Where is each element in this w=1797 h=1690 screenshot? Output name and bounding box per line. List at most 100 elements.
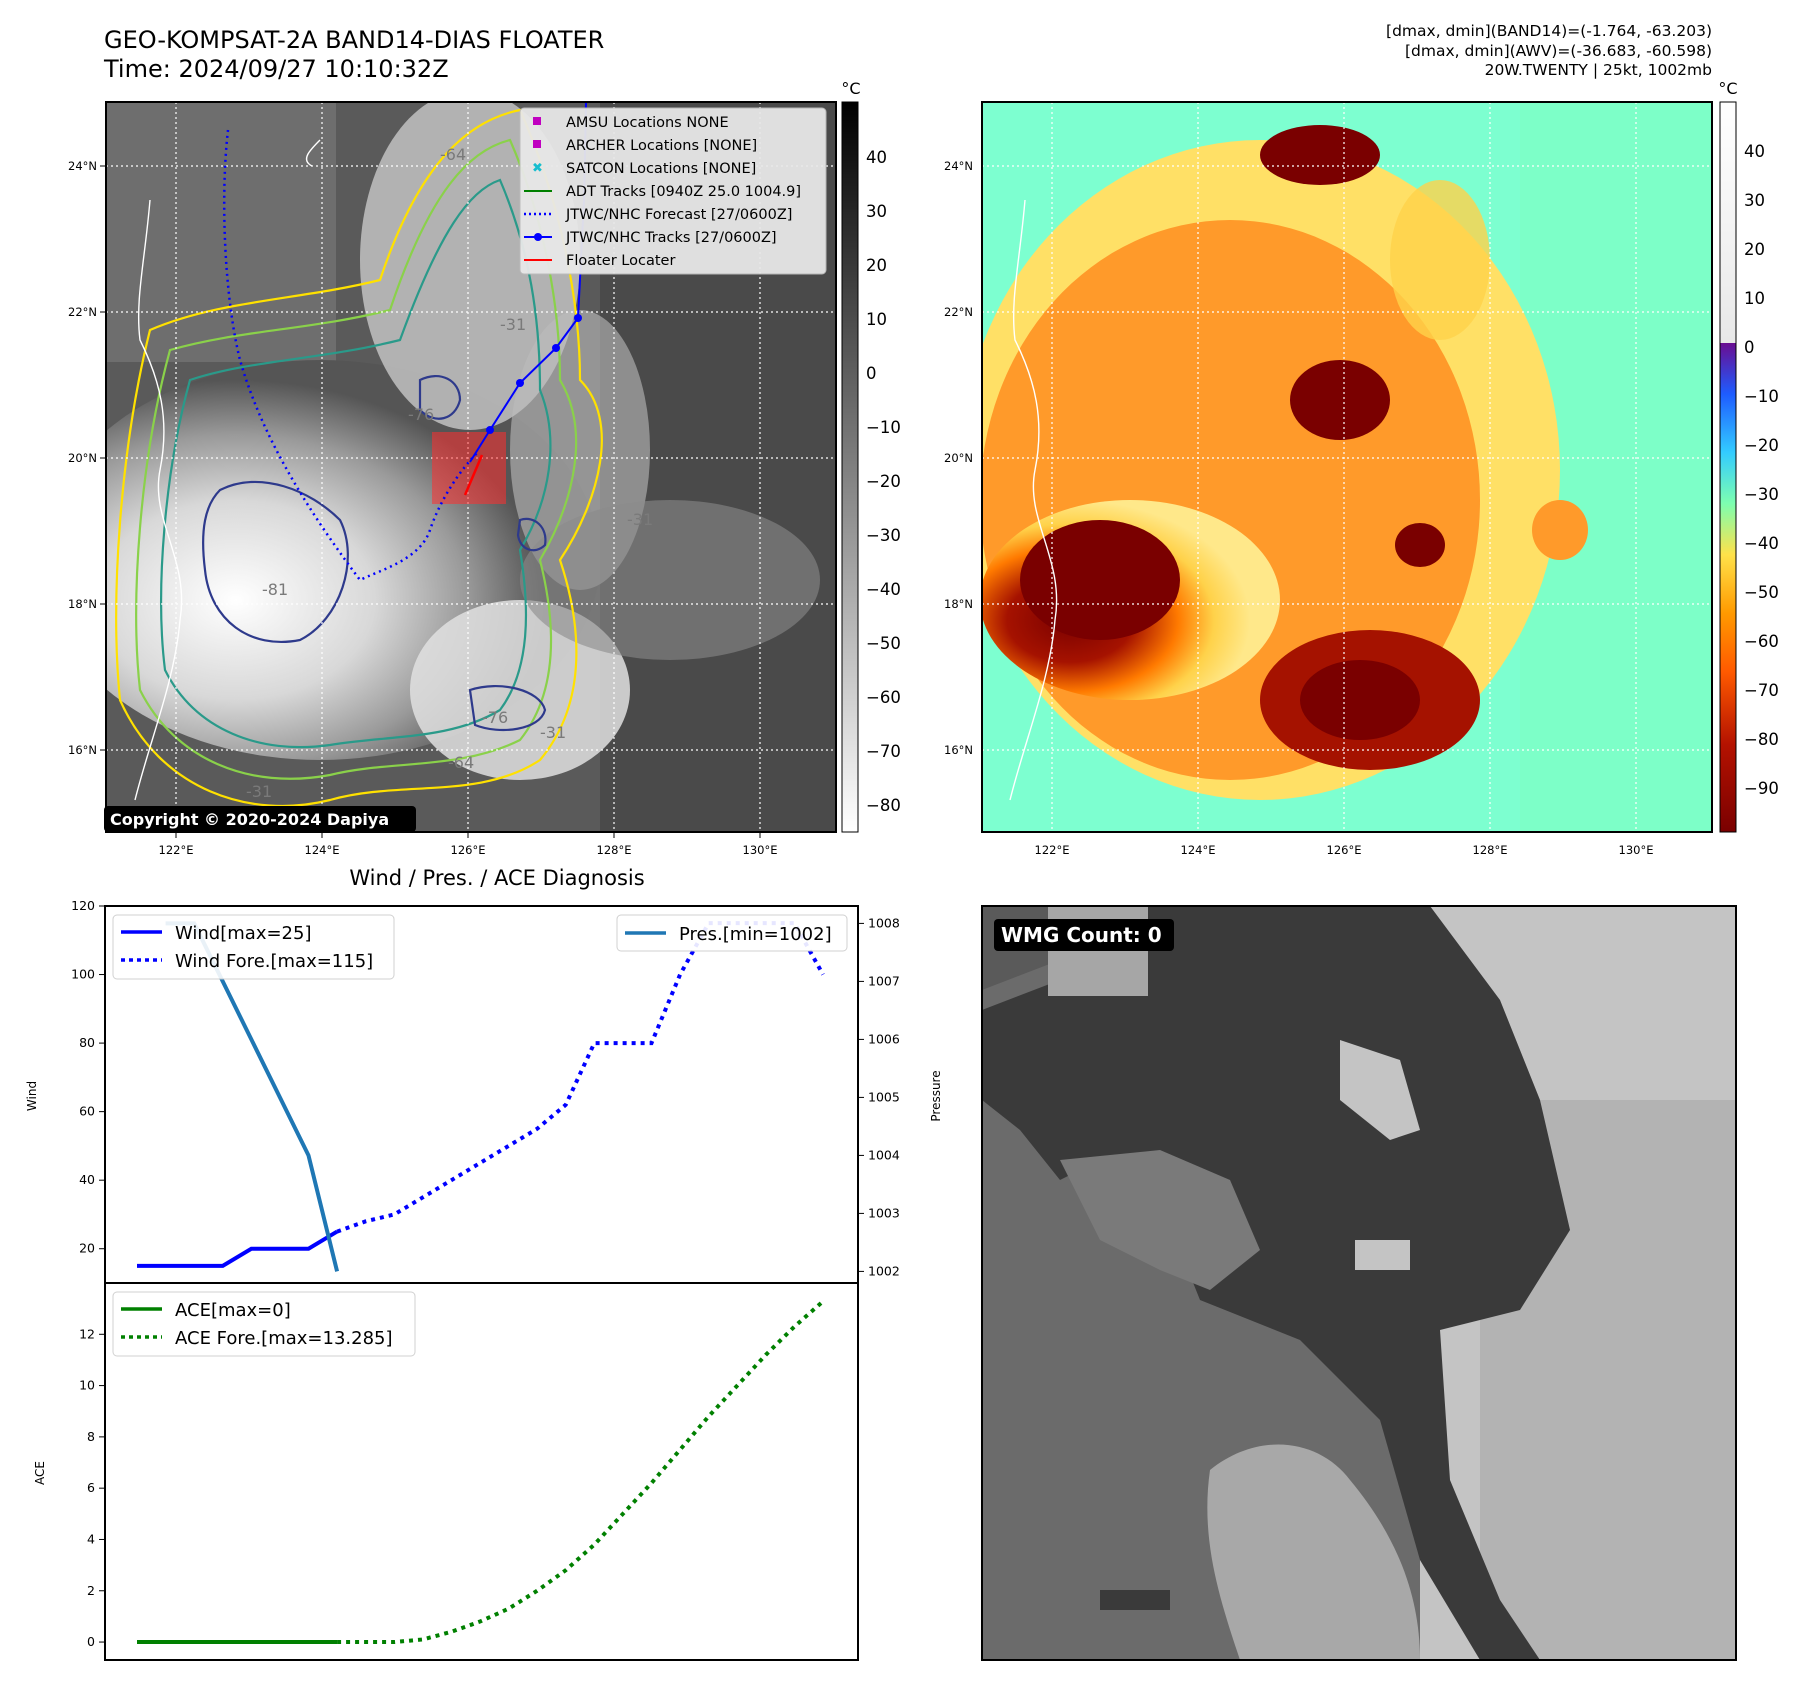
wind-line — [137, 1229, 339, 1268]
lat-label: 22°N — [944, 305, 973, 319]
wind-forecast-line — [336, 921, 825, 1234]
lat-label: 20°N — [68, 451, 97, 465]
y-tick-label: 1008 — [868, 915, 900, 930]
cbar-tick: −20 — [1744, 436, 1779, 455]
dmax-awv: [dmax, dmin](AWV)=(-36.683, -60.598) — [1405, 41, 1712, 60]
lon-label: 128°E — [597, 843, 632, 857]
y-tick-label: 0 — [87, 1634, 95, 1649]
y-tick-label: 8 — [87, 1429, 95, 1444]
cbar-tick: −30 — [866, 526, 901, 545]
contour-label: -76 — [482, 708, 508, 727]
satellite-title: GEO-KOMPSAT-2A BAND14-DIAS FLOATER — [104, 26, 605, 54]
figure-title: GEO-KOMPSAT-2A BAND14-DIAS FLOATER Time:… — [104, 26, 604, 84]
legend-tracks: JTWC/NHC Tracks [27/0600Z] — [565, 230, 777, 246]
legend-floater: Floater Locater — [566, 253, 675, 269]
cbar-tick: −50 — [866, 634, 901, 653]
contour-label: -31 — [246, 782, 272, 801]
wmg-count: WMG Count: 0 — [1001, 923, 1162, 947]
lat-label: 16°N — [944, 743, 973, 757]
legend-pres: Pres.[min=1002] — [679, 924, 832, 945]
cbar-tick: −40 — [866, 580, 901, 599]
y-tick-label: 100 — [71, 967, 95, 982]
lat-label: 24°N — [944, 159, 973, 173]
legend-archer: ARCHER Locations [NONE] — [566, 138, 757, 154]
cbar-tick: −10 — [866, 418, 901, 437]
contour-label: -64 — [440, 145, 466, 164]
lon-label: 130°E — [1619, 843, 1654, 857]
cbar-tick: 40 — [1744, 142, 1765, 161]
y-tick-label: 2 — [87, 1583, 95, 1598]
lat-label: 22°N — [68, 305, 97, 319]
floater-locater-line — [463, 454, 484, 496]
y-tick-label: 1005 — [868, 1089, 900, 1104]
y-tick-label: 120 — [71, 898, 95, 913]
cbar-tick: −80 — [1744, 730, 1779, 749]
contour-label: -31 — [627, 510, 653, 529]
colorbar-unit: °C — [1718, 79, 1737, 98]
y-tick-label: 4 — [87, 1531, 95, 1546]
cbar-tick: 0 — [866, 364, 877, 383]
lon-label: 128°E — [1473, 843, 1508, 857]
cbar-tick: 30 — [1744, 191, 1765, 210]
diagnosis-title: Wind / Pres. / ACE Diagnosis — [349, 866, 644, 890]
lon-label: 124°E — [1181, 843, 1216, 857]
legend-amsu: AMSU Locations NONE — [566, 115, 729, 131]
ir-map-frame — [105, 101, 837, 833]
cbar-tick: −40 — [1744, 534, 1779, 553]
cbar-tick: −20 — [866, 472, 901, 491]
legend-satcon: SATCON Locations [NONE] — [566, 161, 756, 177]
lon-label: 126°E — [1327, 843, 1362, 857]
cbar-tick: −70 — [866, 742, 901, 761]
contour-label: -81 — [262, 580, 288, 599]
wmg-badge — [994, 919, 1174, 951]
color-colorbar — [1719, 101, 1737, 833]
wind-ylabel: Wind — [25, 1081, 39, 1111]
lon-label: 122°E — [1035, 843, 1070, 857]
cbar-tick: 0 — [1744, 338, 1755, 357]
floater-box — [432, 432, 506, 504]
y-tick-label: 1002 — [868, 1263, 900, 1278]
legend-ace-fore: ACE Fore.[max=13.285] — [175, 1328, 393, 1349]
wmg-frame — [981, 905, 1737, 1661]
wmg-image — [982, 906, 1736, 1660]
lat-label: 20°N — [944, 451, 973, 465]
storm-info: 20W.TWENTY | 25kt, 1002mb — [1484, 61, 1712, 79]
cbar-tick: 10 — [1744, 289, 1765, 308]
legend-wind: Wind[max=25] — [175, 923, 312, 944]
lon-label: 126°E — [451, 843, 486, 857]
y-tick-label: 1004 — [868, 1147, 900, 1162]
y-tick-label: 80 — [79, 1035, 95, 1050]
y-tick-label: 1003 — [868, 1205, 900, 1220]
y-tick-label: 1007 — [868, 973, 900, 988]
y-tick-label: 40 — [79, 1172, 95, 1187]
lat-label: 18°N — [68, 597, 97, 611]
wind-legend: Wind[max=25] Wind Fore.[max=115] — [112, 914, 395, 980]
cbar-tick: −80 — [866, 796, 901, 815]
legend-forecast: JTWC/NHC Forecast [27/0600Z] — [565, 207, 792, 223]
y-tick-label: 60 — [79, 1104, 95, 1119]
awv-map-frame — [981, 101, 1713, 833]
time-stamp: Time: 2024/09/27 10:10:32Z — [104, 55, 449, 83]
tracks-swatch-dot — [534, 233, 542, 241]
satcon-marker: ✖ — [532, 161, 543, 176]
dmax-info: [dmax, dmin](BAND14)=(-1.764, -63.203) [… — [1386, 22, 1712, 81]
ace-legend: ACE[max=0] ACE Fore.[max=13.285] — [112, 1291, 416, 1357]
lon-label: 130°E — [743, 843, 778, 857]
y-tick-label: 12 — [79, 1326, 95, 1341]
y-tick-label: 20 — [79, 1241, 95, 1256]
grayscale-colorbar — [841, 101, 859, 833]
cbar-tick: −70 — [1744, 681, 1779, 700]
ace-panel — [104, 1282, 859, 1661]
amsu-marker — [533, 117, 541, 125]
cbar-tick: 40 — [866, 148, 887, 167]
y-tick-label: 6 — [87, 1480, 95, 1495]
colorbar-unit: °C — [841, 79, 860, 98]
copyright-text: Copyright © 2020-2024 Dapiya — [110, 810, 389, 829]
contour-label: -31 — [540, 723, 566, 742]
ace-ylabel: ACE — [33, 1461, 47, 1485]
legend-wind-fore: Wind Fore.[max=115] — [175, 951, 373, 972]
ace-series-group — [137, 1299, 825, 1645]
y-tick-label: 10 — [79, 1378, 95, 1393]
lon-label: 124°E — [305, 843, 340, 857]
cbar-tick: −60 — [866, 688, 901, 707]
